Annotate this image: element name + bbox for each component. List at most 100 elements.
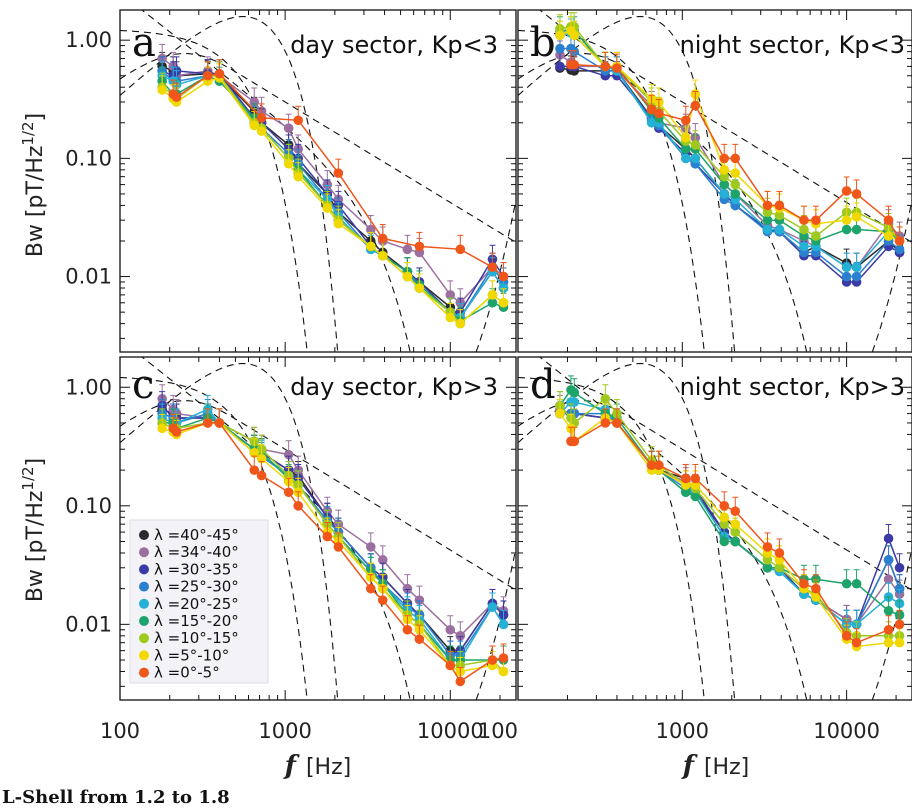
data-point [333,218,344,229]
data-point [762,207,773,218]
data-point [811,231,821,241]
x-axis-title-right-var: f [681,751,698,781]
data-point [841,262,852,273]
data-point [690,473,701,484]
data-point [730,168,741,178]
panel-c-title: day sector, Kp>3 [290,373,498,401]
data-point [841,631,852,641]
x-tick-label: 1000 [656,719,709,743]
panel-b [517,9,912,353]
footer-note: L-Shell from 1.2 to 1.8 [2,787,230,808]
data-point [774,224,785,235]
data-point [762,200,773,211]
data-point [883,555,894,565]
x-tick-label: 100 [478,719,518,743]
data-point [322,531,333,542]
y-tick-label: 0.01 [65,612,112,636]
reference-curve [539,357,808,700]
data-point [799,241,809,252]
data-point [256,453,267,464]
legend-label: λ =5°-10° [154,646,229,664]
data-point [171,427,182,437]
legend-label: λ =25°-30° [154,578,239,596]
data-point [851,262,862,273]
x-axis-title-left: f [Hz] [283,751,351,781]
data-point [365,542,376,552]
data-point [851,212,862,222]
x-tick-label: 1000 [258,719,311,743]
x-tick-label: 10000 [813,719,880,743]
data-point [690,153,701,164]
data-point [646,117,657,128]
data-point [377,233,388,244]
data-point [851,578,862,589]
panel-frame [517,356,912,701]
data-point [774,562,785,573]
data-point [894,637,905,648]
legend-marker [139,667,149,678]
data-point [799,224,809,235]
data-point [445,660,456,671]
y-tick-label: 0.10 [65,494,112,518]
y-tick-label: 0.10 [65,146,112,170]
data-point [654,108,664,119]
data-point [841,224,852,235]
data-point [377,595,388,605]
data-point [730,527,741,537]
series-line [555,399,905,630]
data-point [811,583,821,594]
y-axis-title-bottom-sup: 1/2 [19,466,37,490]
reference-curve [120,376,308,700]
y-tick-label: 1.00 [65,375,112,399]
y-axis-title-bottom: Bw [pT/Hz1/2] [19,458,48,602]
data-point [283,123,294,133]
data-point [680,115,691,126]
series-line [555,375,905,620]
data-point [690,100,701,111]
data-point [402,271,413,282]
data-point [894,236,905,246]
data-point [883,533,894,544]
legend-marker [139,650,149,661]
series-line [157,61,509,326]
data-point [730,153,741,164]
data-point [680,144,691,154]
data-point [283,449,294,460]
data-point [811,215,821,225]
x-axis-title-right: f [Hz] [681,751,749,781]
data-point [498,283,509,293]
series-line [555,51,905,287]
data-point [569,30,580,41]
panel-b-letter: b [530,20,556,66]
data-point [555,43,565,54]
y-axis-title-top: Bw [pT/Hz1/2] [19,113,48,257]
data-point [171,92,182,102]
data-point [365,241,376,252]
series-line [566,50,905,246]
y-axis-title-bottom-close: ] [23,458,48,467]
data-point [851,637,862,648]
series-path [172,72,504,278]
data-point [555,408,565,419]
x-axis-title-left-unit: [Hz] [306,755,351,780]
data-point [333,168,344,178]
data-point [894,583,905,594]
data-point [377,250,388,261]
legend-label: λ =30°-35° [154,560,239,578]
data-point [799,578,809,589]
data-point [498,297,509,308]
data-point [730,189,741,199]
data-point [654,460,664,471]
series-line [168,59,509,282]
y-axis-title-top-sup: 1/2 [19,121,37,145]
data-point [883,624,894,635]
series-path [559,47,901,278]
data-point [249,120,260,131]
legend-label: λ =0°-5° [154,664,220,682]
data-point [157,423,167,434]
legend-marker [139,598,149,609]
reference-curve [871,197,912,352]
data-point [214,68,225,79]
series-line [157,51,509,323]
data-point [402,583,413,594]
